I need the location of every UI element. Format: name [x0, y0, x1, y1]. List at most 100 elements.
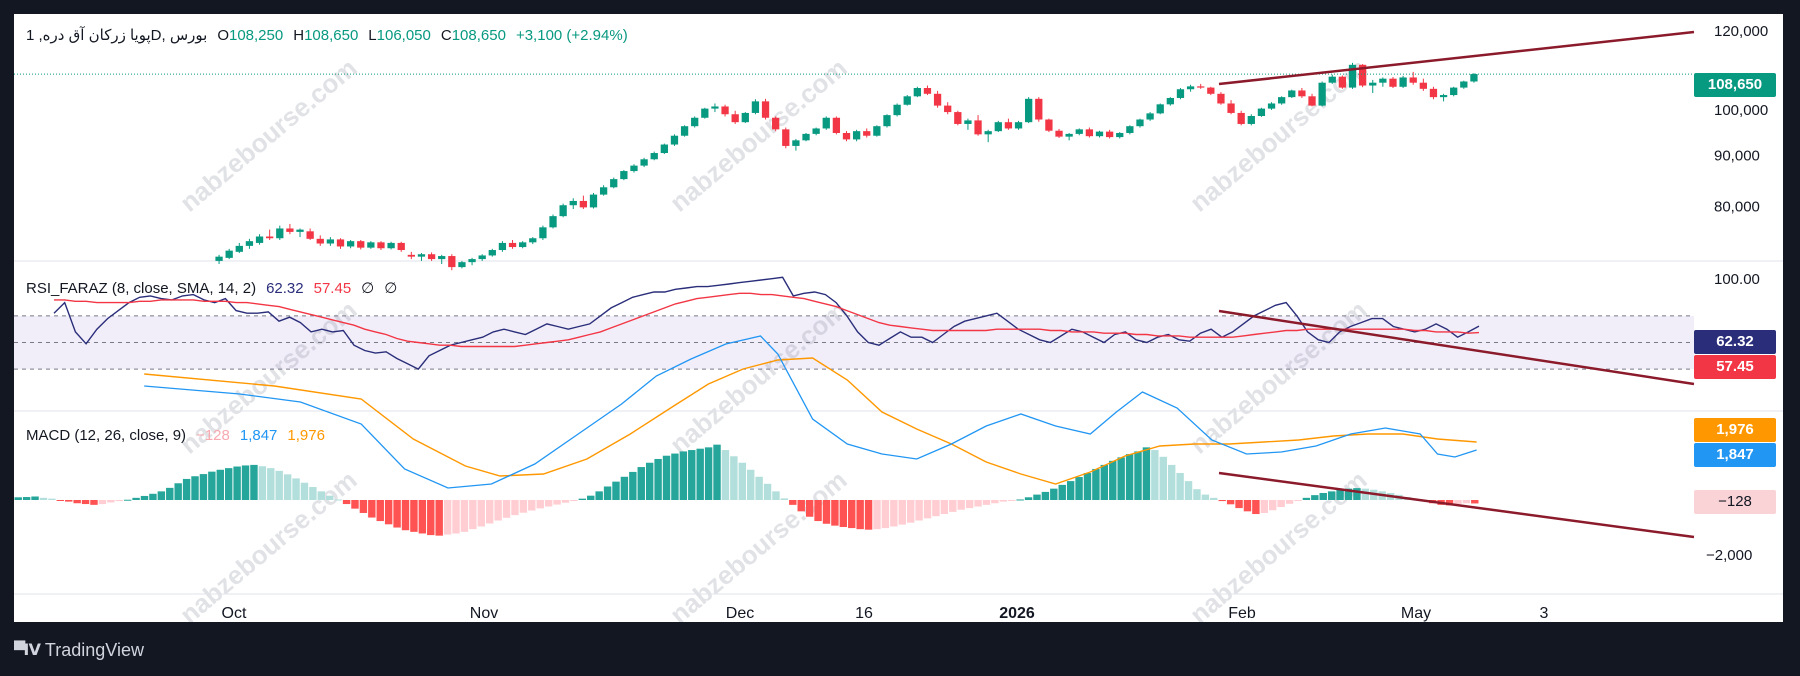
- macd-hist-bar: [123, 499, 132, 501]
- macd-hist-bar: [864, 500, 873, 530]
- macd-hist-bar: [965, 500, 974, 509]
- rsi-tick-label: 100.00: [1714, 271, 1760, 288]
- macd-hist-bar: [654, 458, 662, 500]
- candle-body: [1207, 87, 1215, 94]
- candle-body: [680, 126, 689, 136]
- candle-body: [1348, 64, 1357, 88]
- macd-hist-bar: [300, 482, 309, 500]
- open-value: 108,250: [228, 26, 284, 44]
- macd-hist-bar: [140, 495, 149, 500]
- macd-hist-bar: [368, 500, 376, 518]
- candle-body: [225, 250, 233, 258]
- candle-body: [508, 242, 517, 248]
- candle-body: [994, 122, 1002, 132]
- candle-body: [1116, 132, 1124, 138]
- brand-label[interactable]: TradingView: [44, 639, 144, 660]
- candle-body: [448, 256, 456, 268]
- candle-body: [458, 262, 466, 268]
- macd-hist-bar: [1361, 488, 1370, 500]
- candle-body: [903, 96, 911, 105]
- macd-hist-bar: [418, 500, 427, 534]
- macd-hist-bar: [898, 500, 906, 525]
- candle-body: [944, 105, 952, 113]
- macd-hist-bar: [1226, 500, 1235, 505]
- watermark-text: nabzebourse.com: [664, 53, 853, 218]
- macd-line: [144, 335, 1477, 489]
- candle-body: [1338, 76, 1347, 88]
- candle-body: [913, 88, 921, 97]
- candle-body: [1379, 78, 1387, 83]
- candle-body: [1470, 74, 1478, 82]
- macd-hist-value: −128: [196, 427, 230, 444]
- candle-body: [1419, 82, 1427, 89]
- macd-hist-bar: [747, 469, 755, 500]
- candle-body: [802, 133, 810, 141]
- macd-hist-bar: [1109, 460, 1117, 500]
- candle-body: [630, 165, 638, 172]
- macd-hist-bar: [469, 500, 477, 530]
- macd-hist-bar: [915, 500, 923, 521]
- candle-body: [579, 200, 588, 208]
- macd-hist-bar: [772, 491, 780, 500]
- macd-hist-bar: [1210, 497, 1218, 500]
- macd-hist-bar: [1024, 497, 1033, 500]
- time-tick-label: Dec: [726, 605, 754, 622]
- candle-body: [478, 255, 486, 260]
- macd-hist-bar: [359, 500, 368, 513]
- candle-body: [549, 216, 557, 228]
- candle-body: [610, 179, 618, 188]
- macd-hist-bar: [107, 500, 115, 503]
- candle-body: [387, 242, 395, 249]
- candle-body: [873, 126, 881, 136]
- tradingview-logo-icon[interactable]: ▀Ⅳ: [14, 642, 41, 659]
- macd-hist-bar: [1159, 456, 1167, 500]
- candle-body: [468, 259, 476, 263]
- macd-hist-bar: [73, 500, 81, 504]
- macd-hist-bar: [721, 450, 730, 500]
- candle-body: [599, 187, 608, 195]
- candle-body: [1126, 126, 1134, 133]
- macd-hist-bar: [233, 466, 241, 500]
- macd-hist-bar: [763, 483, 772, 500]
- price-tick-label: 80,000: [1714, 198, 1760, 215]
- macd-hist-bar: [1193, 489, 1201, 500]
- rsi-title[interactable]: RSI_FARAZ (8, close, SMA, 14, 2): [26, 279, 257, 297]
- macd-hist-bar: [132, 497, 140, 500]
- macd-hist-bar: [1471, 500, 1479, 504]
- high-label: H: [293, 26, 305, 44]
- macd-hist-bar: [587, 495, 595, 500]
- macd-hist-bar: [704, 447, 713, 500]
- macd-hist-bar: [393, 500, 401, 528]
- macd-hist-bar: [1319, 492, 1327, 500]
- candle-body: [1025, 98, 1033, 123]
- macd-hist-bar: [410, 500, 418, 532]
- price-tick-label: 90,000: [1714, 147, 1760, 164]
- candle-body: [620, 171, 628, 180]
- watermark-text: nabzebourse.com: [174, 53, 363, 218]
- macd-title[interactable]: MACD (12, 26, close, 9): [26, 427, 187, 444]
- candle-body: [417, 254, 426, 257]
- macd-hist-bar: [561, 500, 570, 503]
- candle-body: [812, 128, 820, 134]
- candle-body: [964, 120, 972, 124]
- candle-body: [1197, 86, 1205, 88]
- candle-body: [488, 250, 496, 256]
- candle-body: [498, 242, 507, 251]
- candle-body: [792, 140, 800, 146]
- candle-body: [539, 227, 547, 239]
- macd-hist-bar: [157, 491, 166, 500]
- candle-body: [1166, 97, 1174, 105]
- macd-hist-bar: [31, 496, 39, 500]
- macd-hist-bar: [22, 497, 31, 500]
- candle-body: [235, 245, 243, 252]
- macd-hist-bar: [494, 500, 502, 521]
- macd-hist-bar: [814, 500, 822, 522]
- macd-hist-bar: [679, 451, 688, 500]
- macd-hist-bar: [839, 500, 848, 527]
- candle-body: [357, 241, 365, 248]
- macd-hist-bar: [662, 455, 671, 500]
- rsi-value: 62.32: [266, 279, 304, 297]
- macd-hist-bar: [1033, 494, 1041, 500]
- candle-body: [761, 101, 770, 118]
- symbol-label[interactable]: پویا زرکان آق دره, 1D, بورس: [26, 27, 208, 44]
